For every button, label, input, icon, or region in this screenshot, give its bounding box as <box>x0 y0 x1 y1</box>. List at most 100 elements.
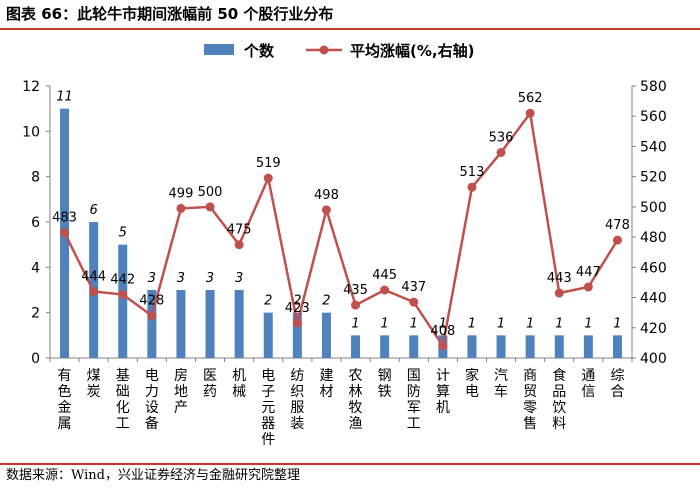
bar-value-label: 11 <box>56 90 73 105</box>
line-value-label: 435 <box>343 283 368 298</box>
bar <box>409 335 419 358</box>
category-label: 通信 <box>581 368 595 400</box>
line-point <box>380 285 390 295</box>
right-axis-tick-label: 440 <box>640 291 667 307</box>
line-point <box>263 173 273 183</box>
line-value-label: 408 <box>430 324 455 339</box>
bar <box>496 335 506 358</box>
line-value-label: 443 <box>547 271 572 286</box>
bar <box>263 312 273 358</box>
chart-title: 图表 66：此轮牛市期间涨幅前 50 个股行业分布 <box>6 5 334 23</box>
bar-value-label: 6 <box>90 203 98 218</box>
line-value-label: 519 <box>256 156 281 171</box>
line-point <box>60 228 70 238</box>
line-value-label: 444 <box>81 270 106 285</box>
category-label: 纺织服装 <box>290 368 304 432</box>
bar <box>234 290 244 358</box>
bar <box>380 335 390 358</box>
bar-value-label: 2 <box>293 294 301 309</box>
line-value-label: 447 <box>576 265 601 280</box>
category-label: 有色金属 <box>58 368 72 432</box>
line-point <box>467 182 477 192</box>
line-point <box>118 290 128 300</box>
bar-value-label: 1 <box>613 316 621 331</box>
line-point <box>496 147 506 157</box>
line-value-label: 437 <box>401 280 426 295</box>
line-value-label: 513 <box>460 165 485 180</box>
bar <box>351 335 361 358</box>
bar <box>321 312 331 358</box>
legend-bar-swatch <box>204 44 234 55</box>
line-value-label: 442 <box>110 273 135 288</box>
category-label: 计算机 <box>436 368 450 416</box>
bar <box>583 335 593 358</box>
left-axis-tick-label: 6 <box>31 215 40 231</box>
line-point <box>554 288 564 298</box>
bar <box>612 335 622 358</box>
line-point <box>292 318 302 328</box>
category-label: 食品饮料 <box>552 367 566 432</box>
line-value-label: 562 <box>518 91 543 106</box>
bar-value-label: 2 <box>264 294 272 309</box>
category-label: 汽车 <box>494 368 508 400</box>
bar-value-label: 2 <box>322 294 330 309</box>
line-value-label: 475 <box>227 223 252 238</box>
line-point <box>89 287 99 297</box>
legend-line-marker <box>319 45 329 55</box>
legend-bar-label: 个数 <box>243 42 275 60</box>
line-series <box>63 110 619 350</box>
right-axis-tick-label: 580 <box>640 79 667 95</box>
right-axis-tick-label: 520 <box>640 170 667 186</box>
footer-divider <box>0 463 700 465</box>
line-point <box>525 108 535 118</box>
line-point <box>409 297 419 307</box>
left-axis-tick-label: 10 <box>22 124 40 140</box>
right-axis-tick-label: 540 <box>640 139 667 155</box>
line-point <box>351 300 361 310</box>
bar-value-label: 1 <box>584 316 592 331</box>
bar-value-label: 3 <box>206 271 214 286</box>
right-axis-tick-label: 560 <box>640 109 667 125</box>
bar-value-label: 3 <box>177 271 185 286</box>
category-label: 房地产 <box>174 368 188 416</box>
category-label: 建材 <box>319 368 333 400</box>
category-label: 电力设备 <box>145 368 159 432</box>
category-label: 综合 <box>610 368 624 400</box>
category-label: 家电 <box>465 367 479 400</box>
left-axis-tick-label: 0 <box>31 351 40 367</box>
category-label: 医药 <box>203 368 217 400</box>
category-label: 煤炭 <box>87 368 101 400</box>
line-point <box>147 311 157 321</box>
bar-value-label: 1 <box>526 316 534 331</box>
line-point <box>234 240 244 250</box>
bar-value-label: 1 <box>410 316 418 331</box>
line-point <box>205 202 215 212</box>
bar-line-chart: 0246810124004204404604805005205405605801… <box>22 42 667 448</box>
bar <box>205 290 215 358</box>
line-point <box>438 341 448 351</box>
bar-value-label: 5 <box>119 226 127 241</box>
category-label: 国防军工 <box>407 368 421 432</box>
right-axis-tick-label: 420 <box>640 321 667 337</box>
line-value-label: 483 <box>52 211 77 226</box>
line-point <box>612 235 622 245</box>
bar <box>147 290 157 358</box>
left-axis-tick-label: 4 <box>31 260 40 276</box>
category-label: 电子元器件 <box>261 368 275 448</box>
line-value-label: 500 <box>198 185 223 200</box>
line-point <box>583 282 593 292</box>
line-point <box>321 205 331 215</box>
bar <box>118 244 128 358</box>
line-value-label: 428 <box>139 294 164 309</box>
legend-line-label: 平均涨幅(%,右轴) <box>350 42 474 60</box>
bar-value-label: 3 <box>148 271 156 286</box>
bar-value-label: 3 <box>235 271 243 286</box>
right-axis-tick-label: 460 <box>640 260 667 276</box>
left-axis-tick-label: 8 <box>31 170 40 186</box>
right-axis-tick-label: 500 <box>640 200 667 216</box>
left-axis-tick-label: 2 <box>31 306 40 322</box>
line-value-label: 536 <box>489 130 514 145</box>
title-divider <box>0 28 700 30</box>
bar-value-label: 1 <box>439 316 447 331</box>
source-note: 数据来源：Wind，兴业证券经济与金融研究院整理 <box>6 468 300 483</box>
